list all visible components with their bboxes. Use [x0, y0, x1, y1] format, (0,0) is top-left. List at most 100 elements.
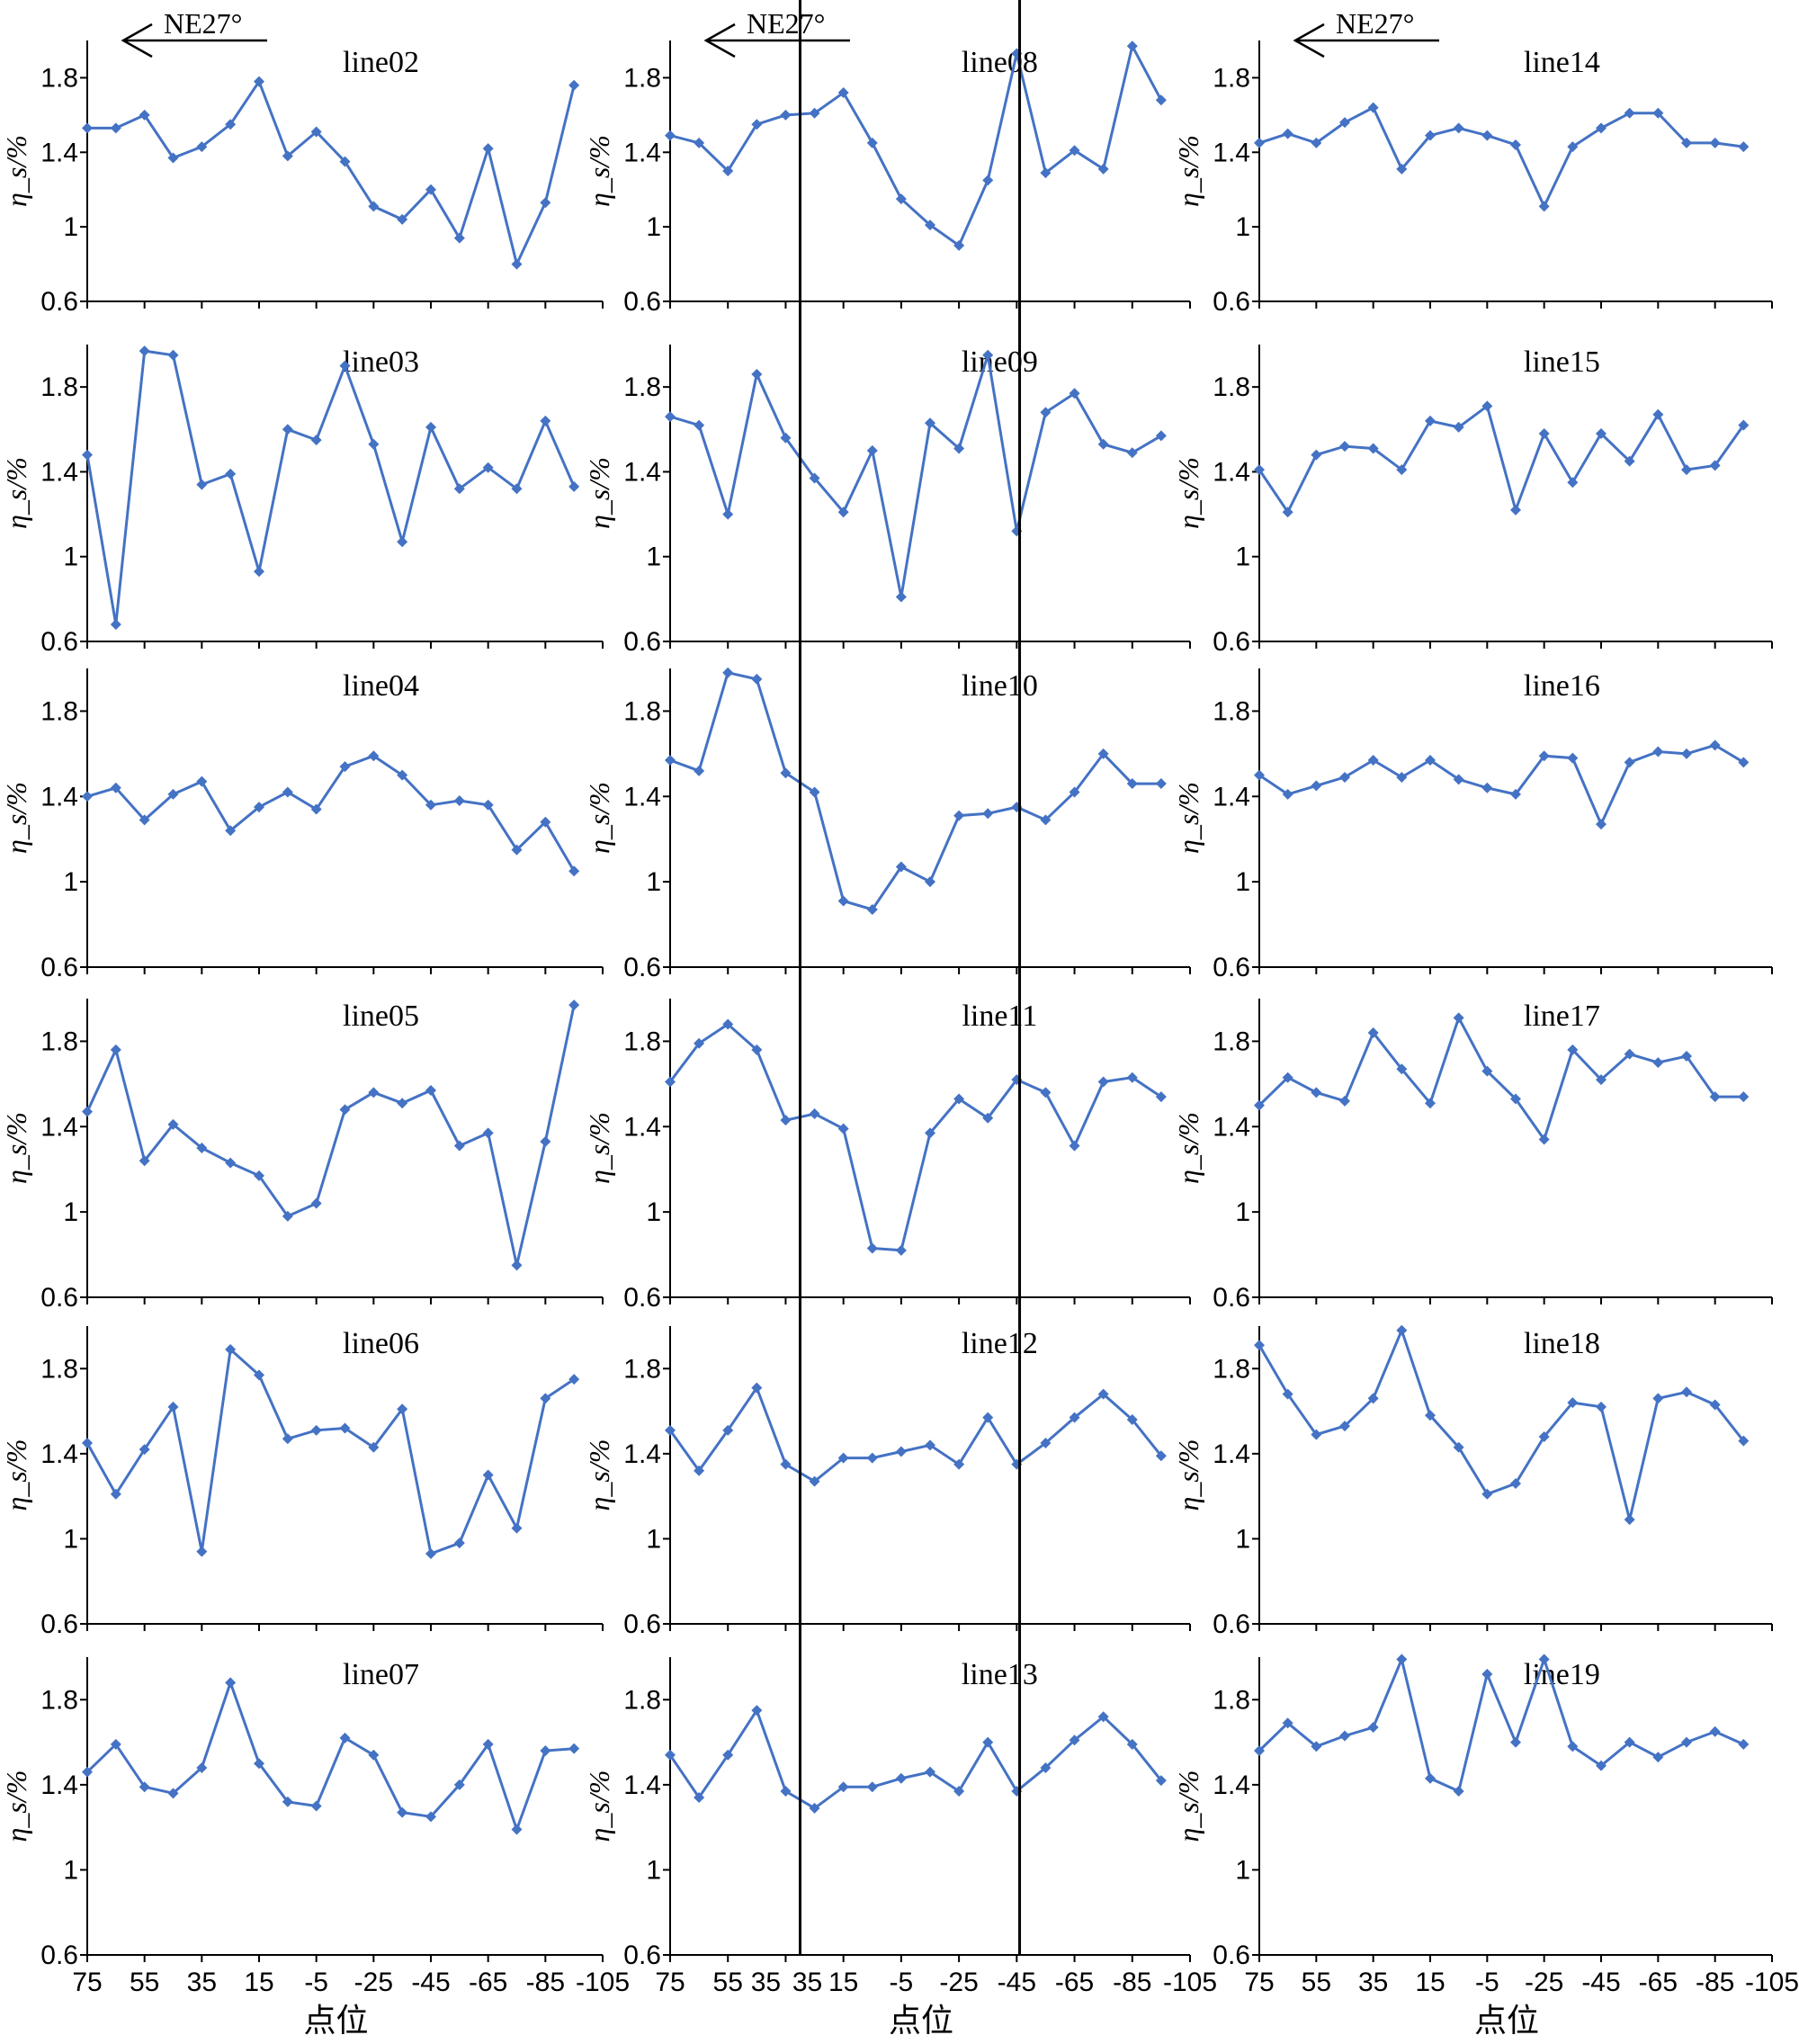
data-point — [1069, 145, 1080, 157]
data-point — [453, 1779, 465, 1790]
data-point — [1681, 748, 1692, 759]
data-point — [425, 421, 436, 433]
panel-title: line03 — [343, 345, 419, 379]
data-point — [982, 1412, 994, 1423]
data-point — [397, 769, 408, 781]
data-point — [1652, 746, 1664, 758]
data-point — [1040, 1087, 1052, 1098]
data-point — [1339, 1421, 1350, 1432]
data-point — [925, 417, 935, 429]
y-tick-label: 1 — [646, 1197, 661, 1227]
y-tick-label: 0.6 — [623, 1609, 661, 1639]
y-tick-label: 1.8 — [40, 1685, 78, 1715]
panel-line05: 0.6 1 1.4 1.8 η_s/% line05 — [0, 999, 604, 1313]
data-point — [1567, 1397, 1579, 1409]
data-point — [1538, 428, 1550, 439]
data-point — [540, 1393, 551, 1404]
y-tick-label: 1 — [63, 1855, 78, 1885]
y-tick-label: 1 — [1235, 1197, 1250, 1227]
data-point — [196, 141, 208, 153]
data-point — [895, 591, 907, 603]
data-point — [837, 1781, 849, 1793]
y-tick-label: 0.6 — [1213, 953, 1250, 982]
data-point — [1097, 1076, 1109, 1088]
data-point — [82, 1766, 93, 1778]
y-tick-label: 1.4 — [623, 457, 661, 487]
data-point — [866, 1242, 878, 1254]
data-point — [225, 1677, 237, 1689]
y-tick-label: 1 — [646, 212, 661, 242]
data-point — [925, 1127, 935, 1139]
data-point — [282, 1210, 293, 1222]
data-point — [722, 508, 734, 520]
y-tick-label: 1.8 — [1213, 1026, 1250, 1056]
x-tick-label: -105 — [1745, 1968, 1799, 1997]
data-point — [1040, 1438, 1052, 1449]
data-point — [139, 345, 150, 357]
data-point — [780, 109, 792, 121]
data-point — [809, 1108, 820, 1120]
data-point — [511, 258, 523, 270]
data-point — [1069, 388, 1080, 399]
y-axis-label: η_s/% — [583, 782, 615, 854]
panel-title: line10 — [962, 669, 1038, 703]
y-axis-label: η_s/% — [583, 1112, 615, 1184]
y-tick-label: 1.4 — [1213, 1112, 1250, 1142]
data-point — [1738, 141, 1750, 153]
y-tick-label: 1.4 — [1213, 1771, 1250, 1800]
x-tick-label: 15 — [828, 1968, 858, 1997]
y-axis-label: η_s/% — [0, 782, 32, 854]
y-tick-label: 1.8 — [40, 63, 78, 93]
x-tick-label: -25 — [354, 1968, 393, 1997]
data-point — [1126, 1414, 1138, 1426]
data-point — [110, 1044, 121, 1055]
panel-title: line08 — [962, 46, 1038, 79]
data-point — [110, 122, 121, 134]
panel-title: line18 — [1524, 1327, 1600, 1360]
data-point — [1709, 1091, 1721, 1103]
data-point — [1040, 1762, 1052, 1773]
data-point — [665, 411, 676, 423]
data-point — [254, 76, 264, 87]
y-tick-label: 1.4 — [623, 782, 661, 811]
data-point — [397, 536, 408, 548]
panel-title: line07 — [343, 1658, 419, 1691]
data-point — [167, 1118, 179, 1130]
data-point — [809, 786, 820, 798]
data-point — [1510, 139, 1521, 150]
series-line — [1258, 1014, 1744, 1143]
data-point — [1624, 107, 1635, 119]
data-point — [866, 137, 878, 148]
data-point — [1652, 1393, 1664, 1404]
y-tick-label: 1.8 — [1213, 1354, 1250, 1384]
y-tick-label: 0.6 — [40, 627, 78, 657]
data-point — [1738, 1091, 1750, 1103]
panel-line15: 0.6 1 1.4 1.8 η_s/% line15 — [1172, 345, 1773, 657]
data-point — [1339, 117, 1350, 129]
data-point — [809, 107, 820, 119]
y-axis-label: η_s/% — [1172, 1439, 1204, 1511]
data-point — [722, 1018, 734, 1030]
x-tick-label: -5 — [304, 1968, 328, 1997]
y-axis-label: η_s/% — [1172, 135, 1204, 207]
y-axis-label: η_s/% — [0, 457, 32, 529]
data-point — [1538, 201, 1550, 212]
data-point — [310, 126, 322, 138]
data-point — [254, 566, 264, 578]
data-point — [1282, 788, 1293, 800]
series-line — [669, 41, 1163, 248]
data-point — [1126, 1071, 1138, 1083]
y-tick-label: 1.4 — [1213, 457, 1250, 487]
data-point — [568, 1743, 580, 1754]
data-point — [837, 895, 849, 907]
data-point — [1396, 1324, 1408, 1336]
data-point — [665, 1076, 676, 1088]
data-point — [1453, 774, 1464, 785]
y-tick-label: 1 — [1235, 867, 1250, 897]
data-point — [254, 1170, 264, 1181]
data-point — [925, 876, 935, 888]
y-tick-label: 0.6 — [40, 1609, 78, 1639]
data-point — [368, 438, 380, 450]
x-tick-label: 35 — [187, 1968, 217, 1997]
data-point — [1538, 1430, 1550, 1442]
